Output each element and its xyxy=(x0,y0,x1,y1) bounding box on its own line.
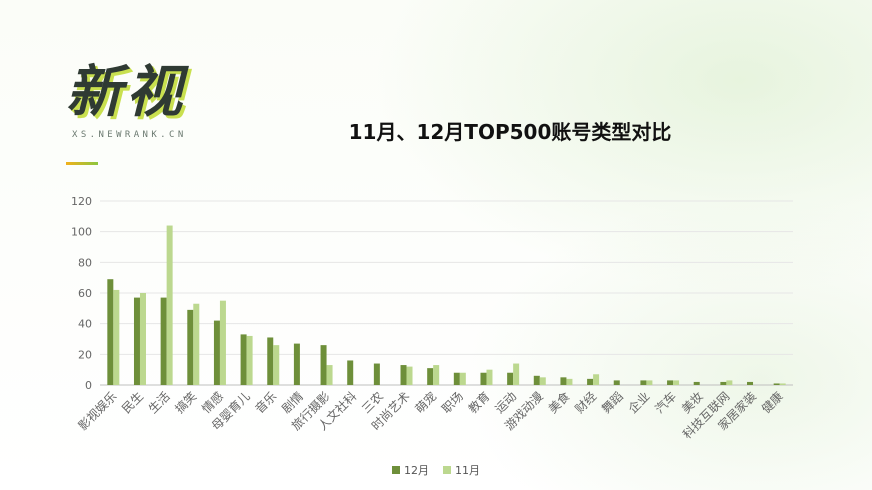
bar-nov xyxy=(593,374,600,385)
accent-divider xyxy=(66,162,98,165)
bar-nov xyxy=(513,363,520,385)
x-tick-label: 民生 xyxy=(119,389,146,416)
legend-item-dec: 12月 xyxy=(392,462,429,478)
y-tick-label: 120 xyxy=(71,195,92,208)
bar-dec xyxy=(773,383,780,385)
x-tick-label: 生活 xyxy=(146,389,173,416)
bar-dec xyxy=(533,375,540,385)
x-tick-label: 舞蹈 xyxy=(599,389,626,416)
bar-dec xyxy=(107,279,114,385)
x-tick-label: 财经 xyxy=(572,389,599,416)
bar-dec xyxy=(587,378,594,385)
bar-dec xyxy=(400,365,407,385)
brand-name: 新视 xyxy=(66,60,186,125)
x-tick-label: 影视娱乐 xyxy=(75,389,120,434)
legend-swatch-nov xyxy=(443,466,451,474)
bar-dec xyxy=(453,372,460,385)
y-tick-label: 20 xyxy=(78,348,92,361)
bar-dec xyxy=(560,377,567,385)
bar-dec xyxy=(667,380,674,385)
bar-nov xyxy=(166,225,173,385)
x-tick-label: 美食 xyxy=(545,389,573,417)
bar-dec xyxy=(213,320,220,385)
bar-nov xyxy=(433,365,440,385)
bar-dec xyxy=(693,381,700,385)
bar-dec xyxy=(373,363,380,385)
y-tick-label: 0 xyxy=(85,379,92,392)
x-tick-label: 萌宠 xyxy=(412,389,440,417)
bar-nov xyxy=(193,303,200,385)
bar-nov xyxy=(459,372,466,385)
bar-dec xyxy=(720,381,727,385)
bar-dec xyxy=(507,372,514,385)
legend-swatch-dec xyxy=(392,466,400,474)
x-tick-label: 汽车 xyxy=(652,389,680,417)
y-tick-label: 100 xyxy=(71,226,92,239)
bar-nov xyxy=(486,369,493,385)
bar-nov xyxy=(113,289,120,385)
bar-dec xyxy=(613,380,620,385)
bar-nov xyxy=(779,383,786,385)
bar-dec xyxy=(160,297,167,385)
bar-nov xyxy=(539,377,546,385)
x-tick-label: 健康 xyxy=(758,389,786,417)
bar-dec xyxy=(267,337,274,385)
legend-label-nov: 11月 xyxy=(455,464,480,477)
y-tick-label: 40 xyxy=(78,318,92,331)
bar-nov xyxy=(673,380,680,385)
bar-dec xyxy=(320,345,327,385)
x-tick-label: 企业 xyxy=(625,389,653,417)
bar-dec xyxy=(293,343,300,385)
bar-dec xyxy=(240,334,247,385)
bar-dec xyxy=(747,381,754,385)
brand-logo: 新视 XS.NEWRANK.CN xyxy=(66,58,187,140)
x-tick-label: 教育 xyxy=(465,389,493,417)
x-tick-label: 音乐 xyxy=(252,389,280,417)
y-tick-label: 60 xyxy=(78,287,92,300)
bar-nov xyxy=(219,300,226,385)
bar-nov xyxy=(139,293,146,385)
x-tick-label: 职场 xyxy=(439,389,466,416)
bar-nov xyxy=(273,345,280,385)
y-tick-label: 80 xyxy=(78,256,92,269)
bar-dec xyxy=(133,297,140,385)
legend-label-dec: 12月 xyxy=(404,464,429,477)
bar-nov xyxy=(326,365,333,385)
bar-nov xyxy=(646,380,653,385)
bar-nov xyxy=(726,380,733,385)
brand-domain: XS.NEWRANK.CN xyxy=(72,130,187,140)
bar-nov xyxy=(566,378,573,385)
chart-title: 11月、12月TOP500账号类型对比 xyxy=(348,120,672,144)
legend-item-nov: 11月 xyxy=(443,462,480,478)
bar-dec xyxy=(480,372,487,385)
x-tick-label: 搞笑 xyxy=(172,389,200,417)
chart-legend: 12月 11月 xyxy=(0,462,872,478)
bar-dec xyxy=(347,360,354,385)
bar-nov xyxy=(246,335,253,385)
bar-dec xyxy=(640,380,647,385)
bar-dec xyxy=(187,309,194,385)
bar-nov xyxy=(406,366,413,385)
bar-dec xyxy=(427,368,434,385)
